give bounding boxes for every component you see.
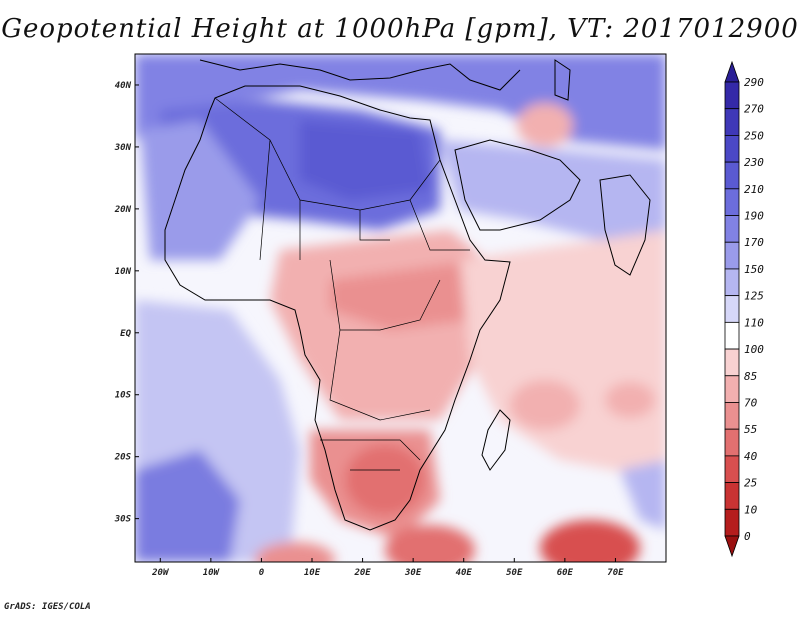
region-sahara-high xyxy=(300,120,430,200)
colorbar-label: 230 xyxy=(744,156,764,169)
lat-tick-label: 30N xyxy=(114,143,132,153)
lat-tick-label: 10N xyxy=(115,267,132,277)
colorbar-label: 100 xyxy=(744,343,764,356)
colorbar-label: 250 xyxy=(744,129,764,142)
colorbar-swatch xyxy=(724,241,740,270)
region-southern-africa-low xyxy=(345,445,425,515)
region-indian-ocean xyxy=(605,382,655,418)
caspian-coastline xyxy=(554,59,571,101)
map-frame xyxy=(134,53,667,563)
lon-tick-label: 40E xyxy=(456,568,473,578)
colorbar-label: 190 xyxy=(744,210,764,223)
colorbar-label: 110 xyxy=(744,316,764,329)
region-indian-ocean xyxy=(510,380,580,430)
madagascar-coastline xyxy=(481,409,511,471)
arabia-coastline xyxy=(454,139,581,231)
lon-tick-label: 20E xyxy=(353,568,371,578)
footer-credit: GrADS: IGES/COLA xyxy=(4,602,91,612)
colorbar-label: 85 xyxy=(744,370,757,383)
region-southern-ocean-low xyxy=(540,520,640,562)
colorbar-swatch xyxy=(724,295,740,323)
colorbar-label: 0 xyxy=(744,530,751,543)
lat-tick-label: 20S xyxy=(114,453,132,463)
colorbar-label: 125 xyxy=(744,290,764,303)
lon-tick-label: 70E xyxy=(607,568,624,578)
colorbar-label: 55 xyxy=(744,423,757,436)
colorbar-label: 270 xyxy=(744,103,764,116)
field-layer xyxy=(135,54,666,562)
lat-tick-label: EQ xyxy=(120,329,131,339)
region-west-sahel xyxy=(140,120,260,260)
region-indian-ocean xyxy=(517,103,573,147)
colorbar-swatch xyxy=(724,508,740,537)
colorbar-swatch xyxy=(724,161,740,190)
colorbar-label: 170 xyxy=(744,236,764,249)
africa-coastline xyxy=(164,85,511,531)
lat-tick-label: 20N xyxy=(114,205,132,215)
lon-tick-label: 50E xyxy=(506,568,523,578)
region-europe-mediterranean xyxy=(440,140,666,260)
longitude-axis: 20W 10W 0 10E 20E 30E 40E 50E 60E 70E xyxy=(151,558,624,578)
lon-tick-label: 60E xyxy=(557,568,574,578)
colorbar-top-arrow xyxy=(724,60,740,83)
coastlines xyxy=(164,59,651,531)
colorbar-swatch xyxy=(724,482,740,510)
colorbar-label: 40 xyxy=(744,450,758,463)
colorbar-swatch xyxy=(724,428,740,457)
region-indian-ocean xyxy=(460,230,666,480)
map-field xyxy=(135,54,666,562)
colorbar: 2902702502302101901701501251101008570554… xyxy=(724,60,764,558)
colorbar-swatch xyxy=(724,108,740,136)
region-southern-ocean-low xyxy=(385,525,475,562)
colorbar-swatch xyxy=(724,375,740,403)
india-coastline xyxy=(599,174,651,276)
lon-tick-label: 30E xyxy=(404,568,422,578)
lon-tick-label: 0 xyxy=(259,568,265,578)
colorbar-label: 25 xyxy=(744,477,757,490)
colorbar-swatch xyxy=(724,135,740,163)
lat-tick-label: 30S xyxy=(114,515,132,525)
lon-tick-label: 20W xyxy=(151,568,170,578)
colorbar-label: 10 xyxy=(744,503,758,516)
latitude-axis: 40N 30N 20N 10N EQ 10S 20S 30S xyxy=(114,81,139,525)
colorbar-swatch xyxy=(724,81,740,110)
colorbar-label: 150 xyxy=(744,263,764,276)
colorbar-swatch xyxy=(724,402,740,430)
country-borders xyxy=(214,97,470,471)
lat-tick-label: 40N xyxy=(115,81,132,91)
region-central-africa-low xyxy=(330,260,480,330)
colorbar-label: 70 xyxy=(744,396,758,409)
colorbar-label: 290 xyxy=(744,76,764,89)
europe-coastline xyxy=(199,59,521,91)
colorbar-swatch xyxy=(724,268,740,297)
region-southern-ocean-low xyxy=(255,542,335,562)
chart-title: Geopotential Height at 1000hPa [gpm], VT… xyxy=(1,14,799,44)
lat-tick-label: 10S xyxy=(115,391,132,401)
colorbar-swatch xyxy=(724,215,740,243)
lon-tick-label: 10W xyxy=(203,568,221,578)
colorbar-label: 210 xyxy=(744,183,764,196)
colorbar-swatch xyxy=(724,348,740,377)
region-atlantic-high xyxy=(620,460,666,530)
region-atlantic-high xyxy=(135,450,240,562)
lon-tick-label: 10E xyxy=(304,568,321,578)
colorbar-swatch xyxy=(724,188,740,216)
colorbar-swatch xyxy=(724,321,740,350)
colorbar-swatch xyxy=(724,455,740,483)
colorbar-bottom-arrow xyxy=(724,535,740,558)
